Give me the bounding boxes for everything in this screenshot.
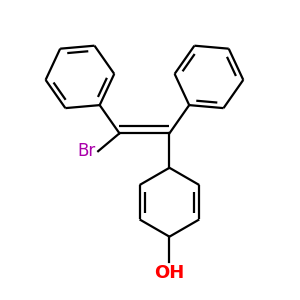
Text: Br: Br	[77, 142, 95, 160]
Text: OH: OH	[154, 264, 184, 282]
